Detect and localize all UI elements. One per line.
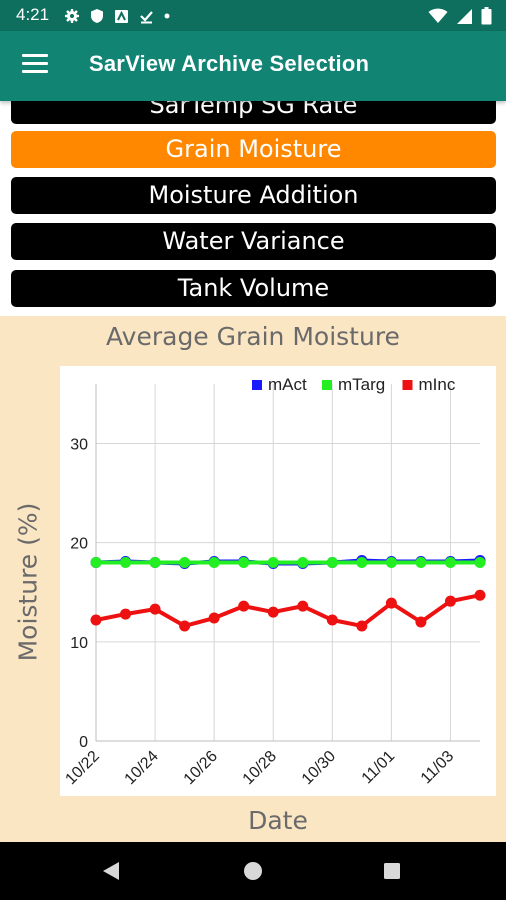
- data-point-mInc: [179, 620, 191, 632]
- data-point-mInc: [267, 606, 279, 618]
- legend-swatch-mTarg: [322, 380, 332, 390]
- data-point-mTarg: [179, 557, 191, 568]
- legend-swatch-mAct: [252, 380, 262, 390]
- status-icons-right: [428, 6, 492, 26]
- data-point-mTarg: [297, 557, 309, 568]
- legend-label-mAct: mAct: [268, 375, 307, 394]
- x-tick-label: 10/26: [181, 748, 221, 788]
- data-point-mTarg: [444, 557, 456, 568]
- moisture-line-chart[interactable]: 0 10 20 30 10/22 10/24 10/26 10/28 10/30 11/01 11/…: [60, 366, 496, 796]
- data-point-mTarg: [120, 557, 132, 568]
- menu-button-grain-moisture[interactable]: Grain Moisture: [11, 131, 496, 168]
- x-tick-label: 10/22: [62, 748, 102, 788]
- system-nav-bar: [0, 842, 506, 900]
- y-tick-label: 10: [70, 635, 88, 652]
- data-point-mInc: [208, 612, 220, 624]
- data-point-mTarg: [208, 557, 220, 568]
- signal-icon: [457, 8, 472, 24]
- menu-button-moisture-addition[interactable]: Moisture Addition: [11, 177, 496, 214]
- x-tick-label: 11/01: [359, 748, 399, 788]
- gear-icon: [65, 9, 79, 23]
- legend-swatch-mInc: [402, 380, 413, 390]
- data-point-mInc: [90, 614, 102, 626]
- archive-menu-list: SarTemp SG Rate Grain Moisture Moisture …: [0, 101, 506, 316]
- data-point-mTarg: [90, 557, 102, 568]
- status-icons-left: [64, 6, 170, 26]
- y-tick-label: 30: [70, 437, 88, 454]
- data-point-mInc: [297, 600, 309, 612]
- dot-icon: [164, 13, 170, 19]
- chart-title: Average Grain Moisture: [106, 322, 400, 351]
- data-point-mInc: [385, 597, 397, 609]
- data-point-mInc: [474, 589, 486, 601]
- data-point-mTarg: [474, 557, 486, 568]
- x-tick-label: 11/03: [418, 748, 458, 788]
- app-bar: SarView Archive Selection: [0, 31, 506, 101]
- recents-square-icon[interactable]: [383, 862, 401, 880]
- data-point-mInc: [356, 620, 368, 632]
- series-line-mInc: [95, 593, 481, 628]
- menu-button-sartemp-sg-rate[interactable]: SarTemp SG Rate: [11, 101, 496, 124]
- x-tick-label: 10/28: [240, 748, 280, 788]
- download-done-icon: [140, 10, 153, 23]
- data-point-mInc: [238, 600, 250, 612]
- y-tick-label: 20: [70, 536, 88, 553]
- status-time: 4:21: [16, 5, 50, 24]
- data-point-mTarg: [238, 557, 250, 568]
- data-point-mTarg: [415, 557, 427, 568]
- hamburger-menu-icon[interactable]: [22, 53, 48, 75]
- status-bar: 4:21: [0, 0, 506, 31]
- data-point-mTarg: [267, 557, 279, 568]
- menu-button-tank-volume[interactable]: Tank Volume: [11, 270, 496, 307]
- battery-icon: [481, 7, 492, 25]
- wifi-icon: [428, 8, 448, 23]
- data-point-mTarg: [356, 557, 368, 568]
- legend-label-mTarg: mTarg: [338, 375, 385, 394]
- chart-y-axis-label: Moisture (%): [13, 502, 43, 662]
- data-point-mInc: [415, 616, 427, 628]
- menu-button-water-variance[interactable]: Water Variance: [11, 223, 496, 260]
- data-point-mInc: [120, 608, 132, 620]
- chart-x-axis-label: Date: [248, 806, 308, 835]
- app-icon: [115, 9, 128, 23]
- y-tick-label: 0: [79, 734, 88, 751]
- x-tick-label: 10/24: [122, 748, 162, 788]
- data-point-mInc: [326, 614, 338, 626]
- legend-label-mInc: mInc: [419, 375, 456, 394]
- x-tick-label: 10/30: [299, 748, 339, 788]
- series-mTarg: [90, 557, 486, 568]
- data-point-mTarg: [149, 557, 161, 568]
- shield-icon: [91, 9, 103, 23]
- back-triangle-icon[interactable]: [101, 861, 121, 881]
- data-point-mTarg: [385, 557, 397, 568]
- data-point-mInc: [149, 603, 161, 615]
- home-circle-icon[interactable]: [243, 861, 263, 881]
- data-point-mTarg: [326, 557, 338, 568]
- series-mInc: [90, 589, 486, 632]
- chart-panel: Average Grain Moisture Moisture (%) 0 10 2…: [0, 316, 506, 842]
- app-title: SarView Archive Selection: [89, 51, 370, 76]
- data-point-mInc: [444, 595, 456, 607]
